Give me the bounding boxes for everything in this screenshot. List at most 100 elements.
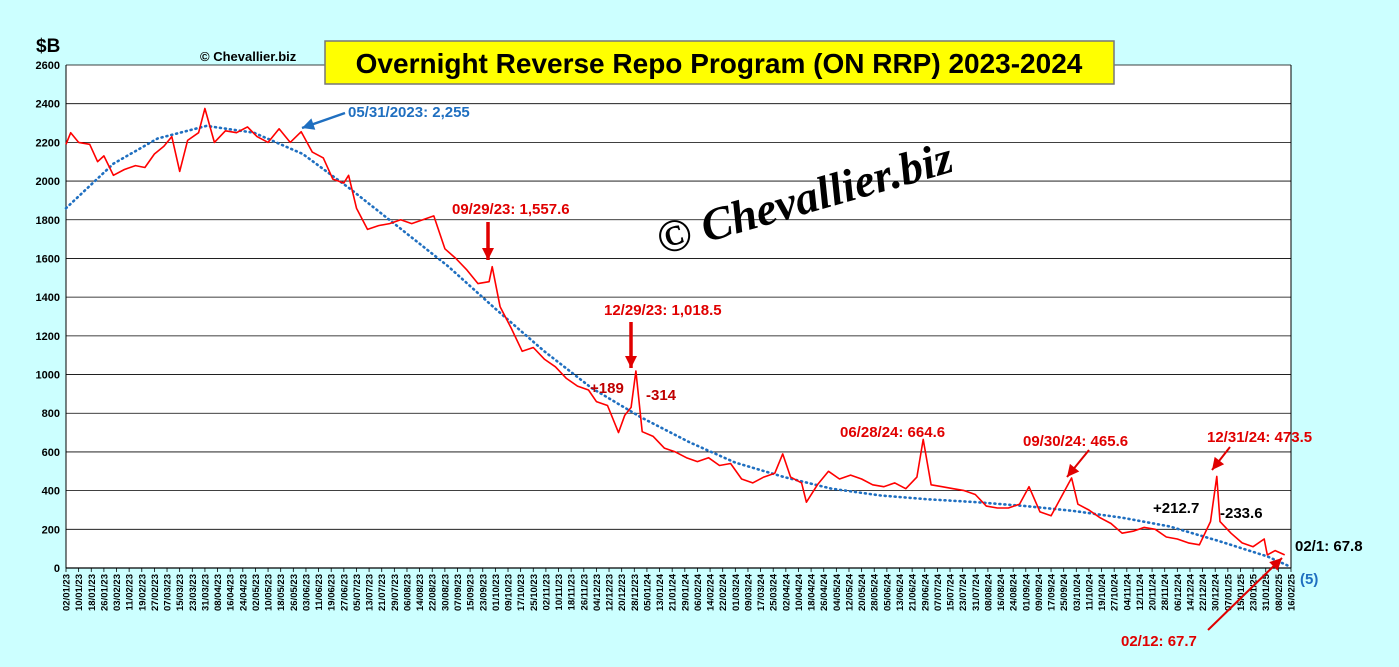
x-tick-label: 02/01/23 xyxy=(62,574,73,611)
y-tick-1400: 1400 xyxy=(36,292,60,304)
x-tick-label: 20/12/23 xyxy=(617,574,628,611)
x-tick-label: 08/08/24 xyxy=(983,573,994,611)
annotation-label: +189 xyxy=(590,380,624,397)
x-tick-label: 10/11/23 xyxy=(554,574,565,610)
y-tick-600: 600 xyxy=(42,447,60,459)
annotation-label: 09/29/23: 1,557.6 xyxy=(452,201,570,218)
x-tick-label: 07/03/23 xyxy=(163,574,174,611)
x-tick-label: 03/02/23 xyxy=(112,574,123,611)
x-tick-label: 05/06/24 xyxy=(882,573,893,611)
x-tick-label: 03/10/24 xyxy=(1072,573,1083,611)
x-tick-label: 13/01/24 xyxy=(655,573,666,611)
annotation-label: 09/30/24: 465.6 xyxy=(1023,433,1128,450)
x-tick-label: 29/07/23 xyxy=(390,574,401,611)
x-tick-label: 26/05/23 xyxy=(289,574,300,611)
x-tick-label: 27/10/24 xyxy=(1110,573,1121,611)
x-tick-label: 07/09/23 xyxy=(453,574,464,611)
copyright-text: © Chevallier.biz xyxy=(200,49,297,64)
x-tick-label: 16/02/25 xyxy=(1287,573,1298,611)
arrow-0930-head xyxy=(1067,463,1080,477)
x-tick-label: 17/09/24 xyxy=(1047,573,1058,611)
x-tick-label: 18/04/24 xyxy=(807,573,818,611)
chart-title: Overnight Reverse Repo Program (ON RRP) … xyxy=(356,48,1083,79)
x-tick-label: 26/11/23 xyxy=(579,574,590,610)
arrow-0212-shaft xyxy=(1207,557,1283,631)
x-tick-label: 18/11/23 xyxy=(567,574,578,610)
x-tick-label: 12/12/23 xyxy=(605,574,616,611)
x-tick-label: 15/01/25 xyxy=(1236,573,1247,611)
x-tick-label: 22/08/23 xyxy=(428,574,439,611)
x-tick-label: 08/02/25 xyxy=(1274,573,1285,611)
x-tick-label: 04/05/24 xyxy=(832,573,843,611)
x-tick-label: 15/03/23 xyxy=(175,574,186,611)
x-tick-label: 21/01/24 xyxy=(668,573,679,611)
x-tick-label: 19/06/23 xyxy=(327,574,338,611)
x-tick-label: 12/11/24 xyxy=(1135,573,1146,610)
y-tick-2000: 2000 xyxy=(36,176,60,188)
x-tick-label: 14/08/23 xyxy=(415,574,426,611)
y-tick-labels: 0 200 400 600 800 1000 1200 1400 1600 1800 2000 220… xyxy=(36,60,60,575)
x-tick-label: 31/07/24 xyxy=(971,573,982,611)
x-tick-label: 02/11/23 xyxy=(541,574,552,610)
x-tick-label: 16/08/24 xyxy=(996,573,1007,611)
x-tick-label: 24/08/24 xyxy=(1009,573,1020,611)
y-tick-2600: 2600 xyxy=(36,60,60,72)
x-tick-label: 03/06/23 xyxy=(301,574,312,611)
annotation-label: -314 xyxy=(646,387,677,404)
annotation-label: +212.7 xyxy=(1153,500,1199,517)
x-tick-label: 08/04/23 xyxy=(213,574,224,611)
x-tick-label: 29/01/24 xyxy=(680,573,691,611)
x-tick-label: 23/01/25 xyxy=(1249,573,1260,611)
x-tick-label: 05/01/24 xyxy=(642,573,653,611)
x-tick-label: 01/03/24 xyxy=(731,573,742,611)
x-tick-label: 05/07/23 xyxy=(352,574,363,611)
on-rrp-line xyxy=(65,107,1286,556)
annotation-label: 12/31/24: 473.5 xyxy=(1207,429,1312,446)
annotation-label: -233.6 xyxy=(1220,505,1263,522)
x-tick-label: 10/05/23 xyxy=(264,574,275,611)
arrow-1231-head xyxy=(1212,456,1225,470)
x-tick-label: 04/12/23 xyxy=(592,574,603,611)
x-tick-label: 13/06/24 xyxy=(895,573,906,611)
y-tick-1600: 1600 xyxy=(36,253,60,265)
x-tick-label: 22/12/24 xyxy=(1198,573,1209,611)
x-tick-label: 18/05/23 xyxy=(276,574,287,611)
x-tick-label: 15/07/24 xyxy=(946,573,957,611)
x-tick-label: 07/07/24 xyxy=(933,573,944,611)
x-tick-label: 06/08/23 xyxy=(402,574,413,611)
x-tick-label: 19/02/23 xyxy=(137,574,148,611)
x-tick-label: 17/03/24 xyxy=(756,573,767,611)
x-tick-label: 06/02/24 xyxy=(693,573,704,611)
arrow-0929-head xyxy=(482,248,494,260)
y-tick-1200: 1200 xyxy=(36,331,60,343)
annotation-label: 06/28/24: 664.6 xyxy=(840,424,945,441)
x-tick-label: 18/01/23 xyxy=(87,574,98,611)
y-axis-label: $B xyxy=(36,36,60,57)
x-tick-label: 30/12/24 xyxy=(1211,573,1222,611)
x-tick-label: 13/07/23 xyxy=(365,574,376,611)
arrow-0212-head xyxy=(1269,558,1282,571)
x-tick-label: 09/10/23 xyxy=(504,574,515,611)
y-tick-1000: 1000 xyxy=(36,370,60,382)
x-tick-label: 26/01/23 xyxy=(99,574,110,611)
title-box xyxy=(324,40,1115,85)
arrow-1229-head xyxy=(625,356,637,368)
x-tick-label: 20/11/24 xyxy=(1148,573,1159,610)
y-tick-200: 200 xyxy=(42,524,60,536)
x-tick-label: 20/05/24 xyxy=(857,573,868,611)
x-tick-label: 21/06/24 xyxy=(908,573,919,611)
x-tick-label: 30/08/23 xyxy=(440,574,451,611)
x-tick-label: 07/01/25 xyxy=(1223,573,1234,611)
x-tick-label: 31/01/25 xyxy=(1261,573,1272,611)
x-tick-label: 27/06/23 xyxy=(339,574,350,611)
annotation-arrows xyxy=(301,111,1283,631)
arrow-0531-head xyxy=(302,118,316,130)
plot-area xyxy=(66,65,1291,568)
annotation-label: 02/12: 67.7 xyxy=(1121,633,1197,650)
annotation-label: 12/29/23: 1,018.5 xyxy=(604,302,722,319)
x-tick-labels: 02/01/23 10/01/23 18/01/23 26/01/23 03/02/23… xyxy=(62,568,1298,611)
series-lines xyxy=(64,107,1293,569)
x-tick-label: 01/09/24 xyxy=(1021,573,1032,611)
x-tick-label: 09/09/24 xyxy=(1034,573,1045,611)
